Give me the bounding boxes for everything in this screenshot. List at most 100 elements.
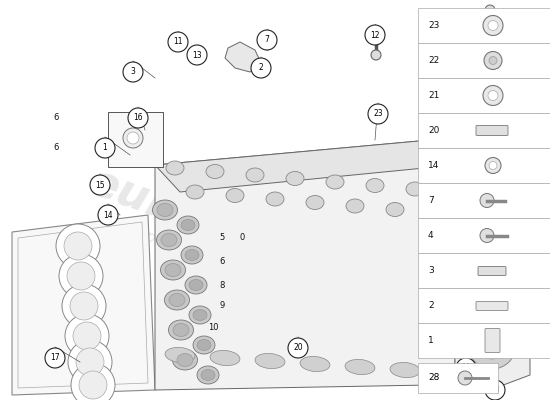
Ellipse shape [161, 260, 185, 280]
Text: 23: 23 [428, 21, 439, 30]
Circle shape [484, 52, 502, 70]
Text: 6: 6 [219, 258, 225, 266]
Ellipse shape [166, 161, 184, 175]
Ellipse shape [185, 276, 207, 294]
Ellipse shape [185, 250, 199, 260]
Ellipse shape [386, 202, 404, 216]
Circle shape [371, 50, 381, 60]
Circle shape [123, 128, 143, 148]
Ellipse shape [157, 204, 173, 216]
Circle shape [480, 228, 494, 242]
Text: 1: 1 [103, 144, 107, 152]
Text: a passion for parts: a passion for parts [130, 224, 270, 286]
Ellipse shape [93, 182, 103, 188]
FancyBboxPatch shape [418, 78, 550, 113]
Circle shape [485, 380, 505, 400]
Circle shape [91, 178, 105, 192]
Ellipse shape [157, 230, 182, 250]
Text: 12: 12 [370, 30, 380, 40]
Ellipse shape [177, 216, 199, 234]
Text: 20: 20 [428, 126, 439, 135]
Circle shape [76, 348, 104, 376]
Circle shape [71, 363, 115, 400]
Ellipse shape [152, 200, 178, 220]
Text: 1: 1 [428, 336, 434, 345]
Circle shape [56, 224, 100, 268]
Polygon shape [155, 140, 455, 192]
Text: 23: 23 [373, 110, 383, 118]
Text: 21: 21 [428, 91, 439, 100]
Circle shape [62, 284, 106, 328]
Ellipse shape [186, 185, 204, 199]
Ellipse shape [266, 192, 284, 206]
Polygon shape [455, 220, 530, 390]
FancyBboxPatch shape [418, 43, 550, 78]
FancyBboxPatch shape [108, 112, 163, 167]
FancyBboxPatch shape [418, 183, 550, 218]
Circle shape [257, 30, 277, 50]
Ellipse shape [346, 199, 364, 213]
Circle shape [70, 292, 98, 320]
Text: 26: 26 [545, 110, 550, 120]
Text: 7: 7 [428, 196, 434, 205]
Ellipse shape [193, 310, 207, 320]
FancyBboxPatch shape [418, 363, 498, 393]
Text: eurobobs: eurobobs [82, 160, 318, 280]
Circle shape [65, 314, 109, 358]
FancyBboxPatch shape [485, 328, 500, 352]
Circle shape [485, 5, 495, 15]
Circle shape [95, 138, 115, 158]
Circle shape [172, 34, 184, 46]
FancyBboxPatch shape [418, 8, 550, 43]
Circle shape [288, 338, 308, 358]
Circle shape [45, 348, 65, 368]
Ellipse shape [210, 350, 240, 366]
Ellipse shape [306, 196, 324, 210]
Circle shape [458, 371, 472, 385]
Circle shape [79, 371, 107, 399]
Circle shape [478, 178, 498, 198]
Circle shape [516, 86, 536, 106]
Polygon shape [535, 104, 550, 128]
Ellipse shape [197, 340, 211, 350]
FancyBboxPatch shape [476, 302, 508, 310]
Circle shape [478, 331, 506, 359]
Text: 9: 9 [219, 300, 224, 310]
Circle shape [368, 104, 388, 124]
Circle shape [123, 62, 143, 82]
Ellipse shape [189, 280, 203, 290]
Text: 10: 10 [208, 324, 218, 332]
FancyBboxPatch shape [418, 148, 550, 183]
Circle shape [128, 108, 148, 128]
Ellipse shape [406, 182, 424, 196]
Text: 6: 6 [545, 174, 550, 182]
FancyBboxPatch shape [418, 218, 550, 253]
Ellipse shape [201, 370, 215, 380]
Circle shape [460, 263, 524, 327]
Ellipse shape [165, 348, 195, 362]
Circle shape [251, 58, 271, 78]
Circle shape [472, 275, 512, 315]
Ellipse shape [366, 178, 384, 192]
FancyBboxPatch shape [476, 126, 508, 136]
Polygon shape [12, 215, 155, 395]
Ellipse shape [300, 356, 330, 372]
FancyBboxPatch shape [418, 253, 550, 288]
Circle shape [365, 25, 385, 45]
Text: 6: 6 [53, 114, 59, 122]
Text: 28: 28 [428, 374, 439, 382]
Text: 4: 4 [428, 231, 433, 240]
Ellipse shape [390, 362, 420, 378]
Polygon shape [225, 42, 262, 72]
Ellipse shape [345, 360, 375, 374]
Circle shape [68, 340, 112, 384]
Ellipse shape [161, 234, 177, 246]
Circle shape [510, 208, 530, 228]
Text: 6: 6 [53, 144, 59, 152]
Text: 13: 13 [192, 50, 202, 60]
Circle shape [127, 132, 139, 144]
Ellipse shape [193, 336, 215, 354]
Ellipse shape [173, 324, 189, 336]
Circle shape [468, 321, 516, 369]
Circle shape [90, 175, 110, 195]
